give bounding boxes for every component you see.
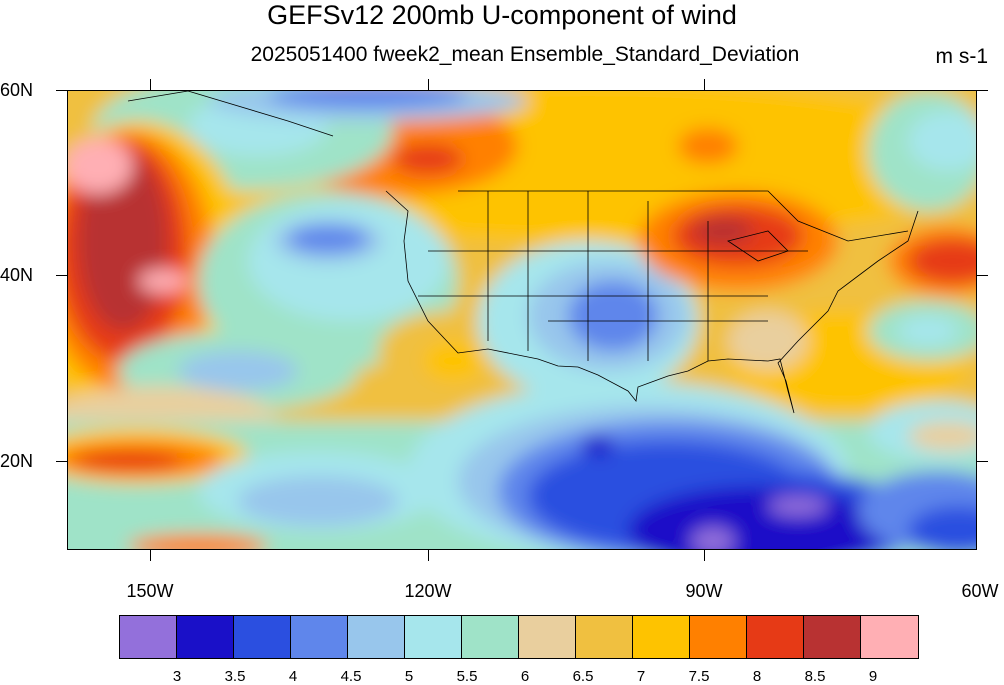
colorbar-swatch: [405, 616, 462, 658]
lat-label-60n: 60N: [0, 80, 34, 100]
colorbar-swatch: [576, 616, 633, 658]
chart-title: GEFSv12 200mb U-component of wind: [267, 0, 737, 30]
chart-subtitle: 2025051400 fweek2_mean Ensemble_Standard…: [250, 43, 800, 66]
contour-fills: [68, 91, 976, 549]
colorbar-label: 5: [404, 668, 414, 685]
lon-tick: [704, 550, 705, 561]
colorbar-swatch: [747, 616, 804, 658]
lat-tick: [56, 275, 67, 276]
map-panel: [67, 90, 977, 550]
colorbar-label: 9: [868, 668, 878, 685]
colorbar-swatch: [861, 616, 918, 658]
colorbar-swatch: [804, 616, 861, 658]
lon-tick: [428, 79, 429, 90]
colorbar-swatch: [519, 616, 576, 658]
lon-tick: [704, 79, 705, 90]
lat-tick: [977, 461, 988, 462]
colorbar-label: 3: [172, 668, 182, 685]
colorbar-label: 8: [752, 668, 762, 685]
colorbar-swatch: [120, 616, 177, 658]
lat-tick: [56, 90, 67, 91]
colorbar-label: 4: [288, 668, 298, 685]
colorbar: [119, 615, 919, 659]
colorbar-label: 4.5: [340, 668, 362, 685]
lat-tick: [56, 461, 67, 462]
lon-tick: [150, 550, 151, 561]
colorbar-label: 8.5: [804, 668, 826, 685]
lon-tick: [150, 79, 151, 90]
colorbar-label: 3.5: [224, 668, 246, 685]
lat-label-20n: 20N: [0, 451, 34, 471]
colorbar-label: 7.5: [688, 668, 710, 685]
colorbar-label: 5.5: [456, 668, 478, 685]
colorbar-swatch: [234, 616, 291, 658]
contour-map: [68, 91, 976, 549]
lat-tick: [977, 90, 988, 91]
colorbar-swatch: [177, 616, 234, 658]
lon-label-150w: 150W: [126, 581, 174, 601]
colorbar-swatch: [462, 616, 519, 658]
colorbar-label: 6.5: [572, 668, 594, 685]
lon-tick: [428, 550, 429, 561]
colorbar-label: 6: [520, 668, 530, 685]
lat-label-40n: 40N: [0, 265, 34, 285]
units-label: m s-1: [935, 45, 989, 68]
colorbar-swatch: [690, 616, 747, 658]
lon-label-60w: 60W: [961, 581, 999, 601]
lat-tick: [977, 275, 988, 276]
colorbar-swatch: [633, 616, 690, 658]
colorbar-swatch: [348, 616, 405, 658]
colorbar-swatch: [291, 616, 348, 658]
lon-label-120w: 120W: [404, 581, 452, 601]
coastlines: [127, 91, 919, 414]
lon-label-90w: 90W: [685, 581, 723, 601]
colorbar-label: 7: [636, 668, 646, 685]
